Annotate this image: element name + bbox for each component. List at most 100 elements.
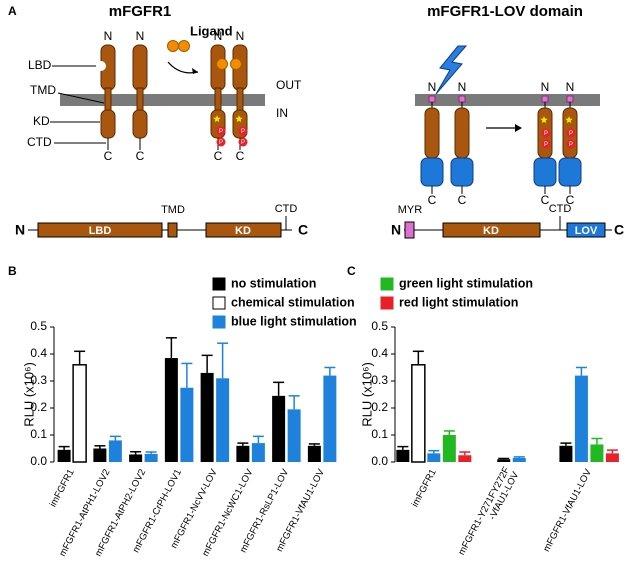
- side-label: OUT: [276, 78, 302, 92]
- ligand: [216, 58, 228, 70]
- bar: [497, 459, 511, 462]
- bar: [251, 443, 265, 462]
- bar: [57, 449, 71, 462]
- domain-label: KD: [33, 114, 50, 128]
- domain-label: CTD: [275, 203, 298, 215]
- domain-label: LBD: [89, 225, 112, 237]
- bar: [512, 457, 526, 462]
- terminus: N: [236, 29, 245, 43]
- bar: [93, 448, 107, 462]
- receptor-tmd: [214, 87, 222, 113]
- error-bar: [273, 381, 285, 396]
- terminus: C: [298, 222, 308, 238]
- legend-label: red light stimulation: [399, 295, 518, 309]
- x-tick-label: mFGFR1-Y271FY272F-VfAU1-LOV: [456, 464, 521, 561]
- x-tick-label: mFGFR1-VfAU1-LOV: [541, 467, 594, 554]
- arrow-head: [515, 124, 522, 132]
- myr-anchor: [541, 95, 549, 103]
- bar: [200, 372, 214, 462]
- phospho-label: P: [569, 131, 573, 137]
- ligand: [178, 40, 190, 52]
- legend-label: chemical stimulation: [231, 295, 355, 309]
- phospho: [566, 128, 576, 138]
- domain-label: LBD: [28, 58, 52, 72]
- phospho-label: P: [219, 140, 223, 146]
- terminus: N: [391, 222, 401, 238]
- receptor-kd: [100, 109, 116, 139]
- error-bar: [181, 362, 193, 388]
- panel-label: A: [8, 4, 17, 18]
- star: [212, 113, 222, 124]
- error-bar: [324, 366, 336, 376]
- bar: [164, 358, 178, 462]
- domain: [404, 221, 415, 239]
- bar: [411, 364, 426, 463]
- domain: [442, 222, 541, 238]
- y-axis-label: RLU (x10⁶): [21, 362, 36, 427]
- y-tick-label: 0.2: [30, 400, 47, 414]
- bar: [287, 409, 301, 462]
- star: [539, 114, 549, 125]
- domain: [205, 222, 282, 238]
- ligand: [230, 58, 242, 70]
- ligand: [167, 40, 179, 52]
- legend-swatch: [212, 315, 226, 329]
- terminus: C: [566, 193, 575, 207]
- arrow-head: [192, 68, 198, 74]
- phospho: [216, 126, 226, 136]
- lov-domain: [450, 157, 474, 187]
- terminus: N: [566, 80, 575, 94]
- error-bar: [560, 442, 572, 446]
- y-tick-label: 0.3: [30, 373, 47, 387]
- error-bar: [252, 435, 264, 444]
- side-label: IN: [276, 106, 288, 120]
- bar: [129, 454, 143, 462]
- error-bar: [606, 449, 618, 454]
- panel-label: C: [347, 264, 356, 278]
- phospho: [541, 128, 551, 138]
- legend-label: no stimulation: [231, 276, 316, 290]
- terminus: C: [214, 149, 223, 163]
- error-bar: [217, 342, 229, 379]
- error-bar: [575, 366, 587, 376]
- error-bar: [130, 450, 142, 455]
- terminus: C: [541, 193, 550, 207]
- phospho: [238, 137, 248, 147]
- legend-swatch: [380, 296, 394, 310]
- receptor-kd: [454, 107, 470, 159]
- domain: [167, 222, 178, 238]
- error-bar: [165, 337, 177, 359]
- y-tick-label: 0.0: [371, 454, 388, 468]
- y-tick-label: 0.5: [30, 319, 47, 333]
- y-tick-label: 0.5: [371, 319, 388, 333]
- lov-domain: [420, 157, 444, 187]
- y-tick-label: 0.4: [30, 346, 47, 360]
- terminus: N: [214, 29, 223, 43]
- error-bar: [412, 350, 424, 365]
- y-tick-label: 0.4: [371, 346, 388, 360]
- error-bar: [591, 437, 603, 445]
- bar: [236, 445, 250, 462]
- error-bar: [74, 350, 86, 365]
- bar: [323, 375, 337, 462]
- terminus: C: [136, 149, 145, 163]
- phospho: [566, 139, 576, 149]
- receptor-tmd: [236, 87, 244, 113]
- notch: [96, 61, 106, 71]
- domain-label: KD: [483, 225, 499, 237]
- y-tick-label: 0.2: [371, 400, 388, 414]
- y-tick-label: 0.1: [30, 427, 47, 441]
- terminus: C: [428, 193, 437, 207]
- bar: [108, 440, 122, 462]
- phospho-label: P: [241, 129, 245, 135]
- error-bar: [428, 449, 440, 454]
- receptor-lbd: [132, 44, 148, 91]
- error-bar: [308, 443, 320, 446]
- bar: [605, 453, 619, 462]
- diagram-title: mFGFR1-LOV domain: [427, 3, 583, 20]
- bar: [427, 453, 441, 462]
- legend-label: green light stimulation: [399, 276, 533, 290]
- panel-label: B: [8, 264, 17, 278]
- error-bar: [443, 430, 455, 435]
